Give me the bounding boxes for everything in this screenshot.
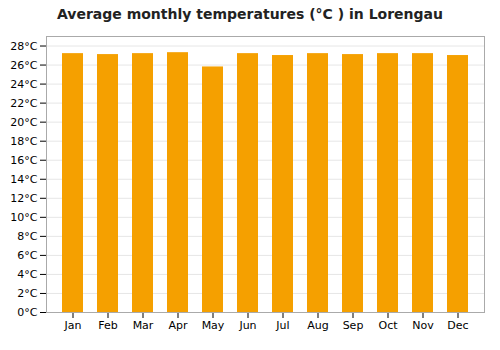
svg-text:10°C: 10°C (10, 211, 37, 224)
svg-text:Feb: Feb (98, 319, 117, 332)
svg-text:4°C: 4°C (17, 268, 37, 281)
html-text:Average monthly temperatures (: Average monthly temperatures (°C ) in Lo… (57, 6, 443, 22)
svg-text:Apr: Apr (168, 319, 188, 332)
svg-text:2°C: 2°C (17, 287, 37, 300)
svg-text:8°C: 8°C (17, 230, 37, 243)
svg-text:6°C: 6°C (17, 249, 37, 262)
svg-text:24°C: 24°C (10, 78, 37, 91)
svg-text:12°C: 12°C (10, 192, 37, 205)
svg-text:14°C: 14°C (10, 173, 37, 186)
svg-text:22°C: 22°C (10, 97, 37, 110)
svg-text:Dec: Dec (447, 319, 468, 332)
svg-text:16°C: 16°C (10, 154, 37, 167)
svg-text:20°C: 20°C (10, 116, 37, 129)
svg-text:18°C: 18°C (10, 135, 37, 148)
svg-text:26°C: 26°C (10, 59, 37, 72)
svg-text:Mar: Mar (133, 319, 154, 332)
svg-text:0°C: 0°C (17, 306, 37, 319)
svg-text:May: May (202, 319, 225, 332)
svg-text:Nov: Nov (412, 319, 434, 332)
svg-text:Jul: Jul (275, 319, 289, 332)
svg-text:Jan: Jan (64, 319, 82, 332)
svg-text:Sep: Sep (343, 319, 364, 332)
svg-text:28°C: 28°C (10, 40, 37, 53)
svg-text:Oct: Oct (378, 319, 398, 332)
svg-text:Jun: Jun (238, 319, 256, 332)
svg-text:Aug: Aug (307, 319, 328, 332)
